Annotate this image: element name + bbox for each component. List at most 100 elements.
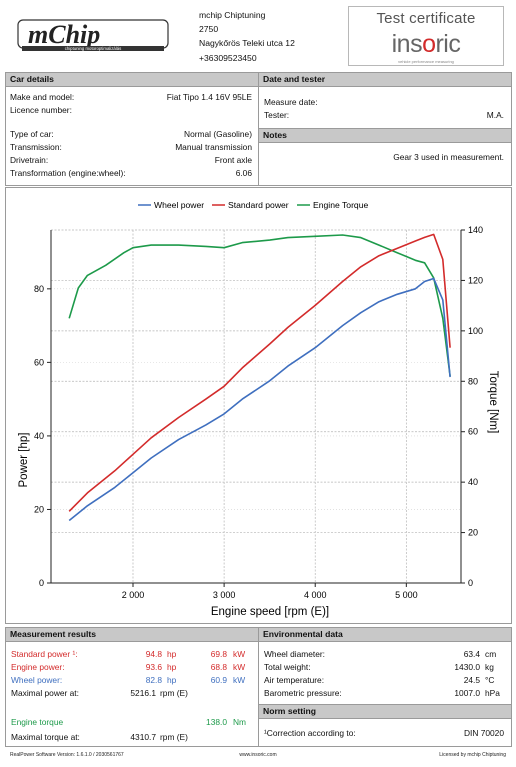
notes-text: Gear 3 used in measurement. (393, 152, 504, 162)
wheel-power-hp: 82.8 (145, 675, 162, 685)
wheel-power-hp-unit: hp (167, 675, 177, 685)
date-tester-heading: Date and tester (258, 72, 512, 87)
transmission-value: Manual transmission (175, 142, 252, 152)
chart-lines (68, 233, 451, 522)
standard-power-kw-unit: kW (233, 649, 246, 659)
legend-engine-torque: Engine Torque (313, 200, 368, 210)
insoric-logo: insoric (391, 30, 461, 58)
drivetrain-value: Front axle (214, 155, 252, 165)
tester-label: Tester: (264, 110, 290, 120)
company-address: Nagykőrös Teleki utca 12 (199, 38, 295, 49)
company-name: mchip Chiptuning (199, 10, 266, 20)
air-temperature-label: Air temperature: (264, 675, 325, 685)
logo-subtext: chiptuning motoroptimalizálás (65, 46, 122, 51)
y-tick-label: 60 (34, 357, 44, 367)
total-weight-unit: kg (485, 662, 494, 672)
legend-wheel-power: Wheel power (154, 200, 204, 210)
engine-power-kw: 68.8 (210, 662, 227, 672)
standard-power-line (68, 233, 451, 512)
total-weight-value: 1430.0 (454, 662, 480, 672)
certificate-box: Test certificate insoric vehicle perform… (348, 6, 504, 66)
y2-tick-label: 20 (468, 528, 478, 538)
logo-text: mChip (28, 20, 100, 49)
engine-torque-unit: Nm (233, 717, 247, 727)
norm-correction-value: DIN 70020 (463, 728, 504, 738)
power-torque-chart: Wheel power Standard power Engine Torque… (18, 200, 499, 618)
standard-power-label: Standard power ¹: (11, 649, 78, 659)
chart-ticks: 2 000 3 000 4 000 5 000 0 20 40 60 80 0 20 40 60 80 10… (34, 225, 483, 600)
wheel-diameter-value: 63.4 (463, 649, 480, 659)
measure-date-label: Measure date: (264, 97, 318, 107)
footer-software-version: RealPower Software Version: 1.6.1.0 / 20… (10, 752, 124, 758)
licence-number-label: Licence number: (10, 105, 72, 115)
transformation-value: 6.06 (235, 168, 252, 178)
footer-license: Licensed by mchip Chiptuning (439, 752, 506, 758)
environment-heading: Environmental data (258, 627, 512, 642)
norm-correction-label: ¹Correction according to: (264, 728, 356, 738)
engine-power-hp: 93.6 (145, 662, 162, 672)
y-tick-label: 80 (34, 284, 44, 294)
x-tick-label: 3 000 (213, 590, 236, 600)
total-weight-label: Total weight: (264, 662, 311, 672)
wheel-diameter-unit: cm (485, 649, 497, 659)
y2-tick-label: 40 (468, 477, 478, 487)
certificate-tagline: vehicle performance measuring (398, 59, 454, 64)
max-power-label: Maximal power at: (11, 688, 79, 698)
company-info: mchip Chiptuning 2750 Nagykőrös Teleki u… (199, 8, 339, 65)
wheel-power-kw-unit: kW (233, 675, 246, 685)
wheel-diameter-label: Wheel diameter: (264, 649, 325, 659)
wheel-power-line (68, 277, 451, 522)
type-of-car-label: Type of car: (10, 129, 54, 139)
footer-website: www.insoric.com (239, 752, 277, 758)
car-details-heading: Car details (5, 72, 259, 87)
y2-tick-label: 80 (468, 376, 478, 386)
make-model-value: Fiat Tipo 1.4 16V 95LE (166, 92, 252, 102)
max-torque-unit: rpm (E) (160, 732, 188, 742)
type-of-car-value: Normal (Gasoline) (184, 129, 252, 139)
standard-power-hp: 94.8 (145, 649, 162, 659)
y-tick-label: 40 (34, 431, 44, 441)
engine-power-hp-unit: hp (167, 662, 177, 672)
y2-axis-label: Torque [Nm] (487, 371, 499, 434)
engine-torque-line (68, 234, 451, 377)
y-tick-label: 20 (34, 504, 44, 514)
max-torque-label: Maximal torque at: (11, 732, 80, 742)
measure-date-value (340, 96, 504, 108)
barometric-pressure-value: 1007.0 (454, 688, 480, 698)
y-axis-label: Power [hp] (18, 433, 30, 488)
x-tick-label: 4 000 (304, 590, 327, 600)
drivetrain-label: Drivetrain: (10, 155, 49, 165)
mchip-logo: mChip chiptuning motoroptimalizálás (14, 8, 172, 58)
max-torque-value: 4310.7 (130, 732, 156, 742)
wheel-power-kw: 60.9 (210, 675, 227, 685)
y2-tick-label: 0 (468, 578, 473, 588)
standard-power-kw: 69.8 (210, 649, 227, 659)
transformation-label: Transformation (engine:wheel): (10, 168, 126, 178)
make-model-label: Make and model: (10, 92, 75, 102)
measurement-results-heading: Measurement results (5, 627, 259, 642)
y2-tick-label: 140 (468, 225, 483, 235)
tester-value: M.A. (486, 110, 504, 120)
certificate-title: Test certificate (376, 10, 476, 27)
company-zip: 2750 (199, 24, 219, 35)
legend-standard-power: Standard power (228, 200, 289, 210)
chart-legend: Wheel power Standard power Engine Torque (138, 200, 368, 210)
engine-torque-label: Engine torque (11, 717, 64, 727)
max-power-unit: rpm (E) (160, 688, 188, 698)
engine-power-label: Engine power: (11, 662, 65, 672)
engine-power-kw-unit: kW (233, 662, 246, 672)
wheel-power-label: Wheel power: (11, 675, 63, 685)
max-power-value: 5216.1 (130, 688, 156, 698)
y2-tick-label: 60 (468, 427, 478, 437)
barometric-pressure-label: Barometric pressure: (264, 688, 342, 698)
transmission-label: Transmission: (10, 142, 62, 152)
licence-number-value (100, 104, 252, 116)
x-axis-label: Engine speed [rpm (E)] (211, 606, 329, 618)
barometric-pressure-unit: hPa (485, 688, 500, 698)
air-temperature-value: 24.5 (463, 675, 480, 685)
chart-grid (51, 229, 461, 584)
chart-frame: Wheel power Standard power Engine Torque… (5, 187, 512, 624)
notes-heading: Notes (258, 128, 512, 143)
y2-tick-label: 100 (468, 326, 483, 336)
norm-setting-heading: Norm setting (258, 704, 512, 719)
